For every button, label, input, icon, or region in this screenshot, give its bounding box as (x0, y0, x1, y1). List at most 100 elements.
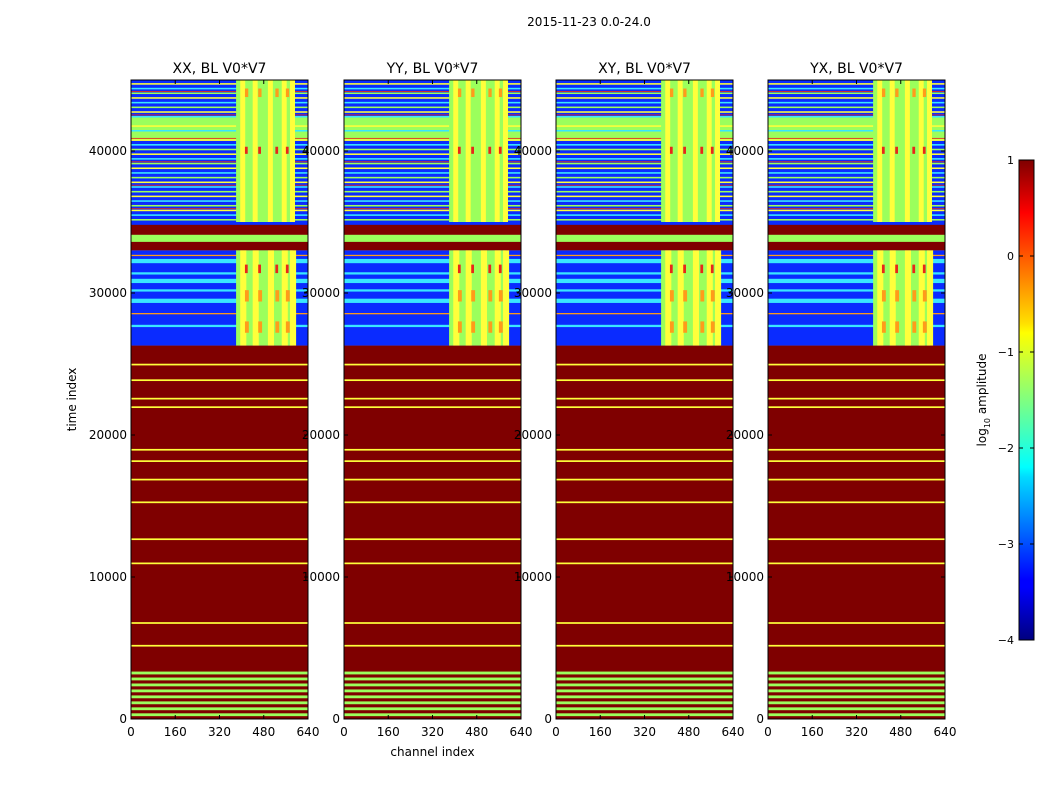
heatmap-band (244, 290, 249, 302)
heatmap-band (700, 321, 705, 333)
heatmap-band (344, 176, 521, 179)
heatmap-band (556, 363, 733, 366)
heatmap-band (556, 148, 733, 151)
heatmap-band (344, 172, 521, 174)
heatmap-band (556, 683, 733, 687)
panel-title: YX, BL V0*V7 (809, 61, 903, 77)
heatmap-band (918, 250, 925, 346)
heatmap-band (131, 214, 308, 216)
heatmap-band (556, 101, 733, 104)
heatmap-panel: 0 160 320 480 640 0 10000 20000 30000 40000 XX, BL… (65, 61, 319, 739)
heatmap-band (692, 250, 699, 346)
heatmap-band (344, 689, 521, 693)
heatmap-band (683, 146, 686, 154)
x-tick-label: 160 (801, 725, 824, 739)
heatmap-band (768, 363, 945, 366)
heatmap-band (344, 254, 521, 257)
y-tick-label: 0 (332, 712, 340, 726)
x-tick-label: 640 (722, 725, 745, 739)
heatmap-band (768, 538, 945, 541)
heatmap-band (344, 622, 521, 624)
heatmap-band (556, 87, 733, 90)
heatmap-band (768, 644, 945, 647)
heatmap-band (131, 397, 308, 400)
heatmap-band (768, 289, 945, 292)
heatmap-band (768, 172, 945, 174)
heatmap-band (768, 204, 945, 207)
heatmap-band (715, 250, 722, 346)
heatmap-band (768, 234, 945, 242)
colorbar: 1 0 −1 −2 −3 −4 log10 amplitude (975, 154, 1035, 647)
heatmap-band (556, 701, 733, 705)
heatmap-band (768, 448, 945, 451)
heatmap-band (131, 406, 308, 409)
heatmap-band (344, 129, 521, 132)
heatmap-band (344, 258, 521, 264)
heatmap-band (244, 146, 248, 154)
heatmap-band (344, 97, 521, 99)
x-tick-label: 480 (252, 725, 275, 739)
heatmap-band (344, 111, 521, 113)
heatmap-band (768, 92, 945, 95)
heatmap-band (768, 707, 945, 711)
heatmap-band (677, 250, 684, 346)
heatmap-band (669, 88, 674, 98)
heatmap-band (131, 313, 308, 315)
heatmap-band (556, 134, 733, 137)
heatmap-band (275, 290, 280, 302)
heatmap-band (457, 146, 461, 154)
heatmap-band (556, 689, 733, 693)
heatmap-band (556, 289, 733, 292)
x-tick-label: 0 (340, 725, 348, 739)
heatmap-band (922, 290, 927, 302)
heatmap-band (768, 683, 945, 687)
heatmap-band (344, 219, 521, 221)
heatmap-band (768, 167, 945, 170)
heatmap-band (281, 250, 288, 346)
heatmap-band (669, 290, 674, 302)
heatmap-band (556, 478, 733, 481)
heatmap-band (692, 80, 698, 222)
heatmap-band (488, 264, 492, 274)
heatmap-band (877, 80, 883, 222)
heatmap-band (768, 190, 945, 193)
heatmap-band (131, 324, 308, 328)
heatmap-band (556, 406, 733, 409)
heatmap-band (344, 181, 521, 184)
heatmap-band (344, 448, 521, 451)
x-tick-label: 160 (589, 725, 612, 739)
heatmap-band (498, 88, 503, 98)
heatmap-band (710, 88, 715, 98)
heatmap-band (258, 264, 261, 274)
heatmap-band (881, 321, 886, 333)
heatmap-band (131, 167, 308, 170)
heatmap-band (344, 713, 521, 717)
heatmap-band (556, 397, 733, 400)
heatmap-band (285, 146, 289, 154)
heatmap-band (131, 209, 308, 212)
y-tick-label: 30000 (89, 286, 127, 300)
heatmap-band (344, 363, 521, 366)
heatmap-band (881, 290, 886, 302)
heatmap-band (556, 671, 733, 675)
heatmap-band (471, 264, 474, 274)
heatmap-band (131, 363, 308, 366)
heatmap-band (768, 137, 945, 139)
heatmap-band (768, 200, 945, 202)
heatmap-band (344, 91, 521, 92)
heatmap-band (131, 176, 308, 179)
heatmap-band (131, 181, 308, 184)
heatmap-band (556, 214, 733, 216)
heatmap-band (556, 209, 733, 212)
panel-title: XY, BL V0*V7 (598, 61, 691, 77)
heatmap-band (895, 264, 898, 274)
heatmap-band (131, 186, 308, 188)
heatmap-band (710, 146, 714, 154)
heatmap-band (275, 321, 280, 333)
heatmap-band (344, 379, 521, 382)
heatmap-band (285, 264, 289, 274)
heatmap-band (700, 290, 705, 302)
heatmap-band (131, 114, 308, 116)
heatmap-band (344, 644, 521, 647)
heatmap-band (344, 137, 521, 139)
